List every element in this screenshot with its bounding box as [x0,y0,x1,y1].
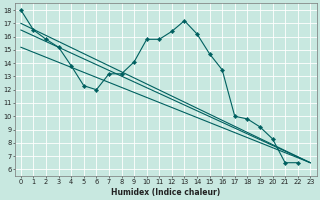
X-axis label: Humidex (Indice chaleur): Humidex (Indice chaleur) [111,188,220,197]
